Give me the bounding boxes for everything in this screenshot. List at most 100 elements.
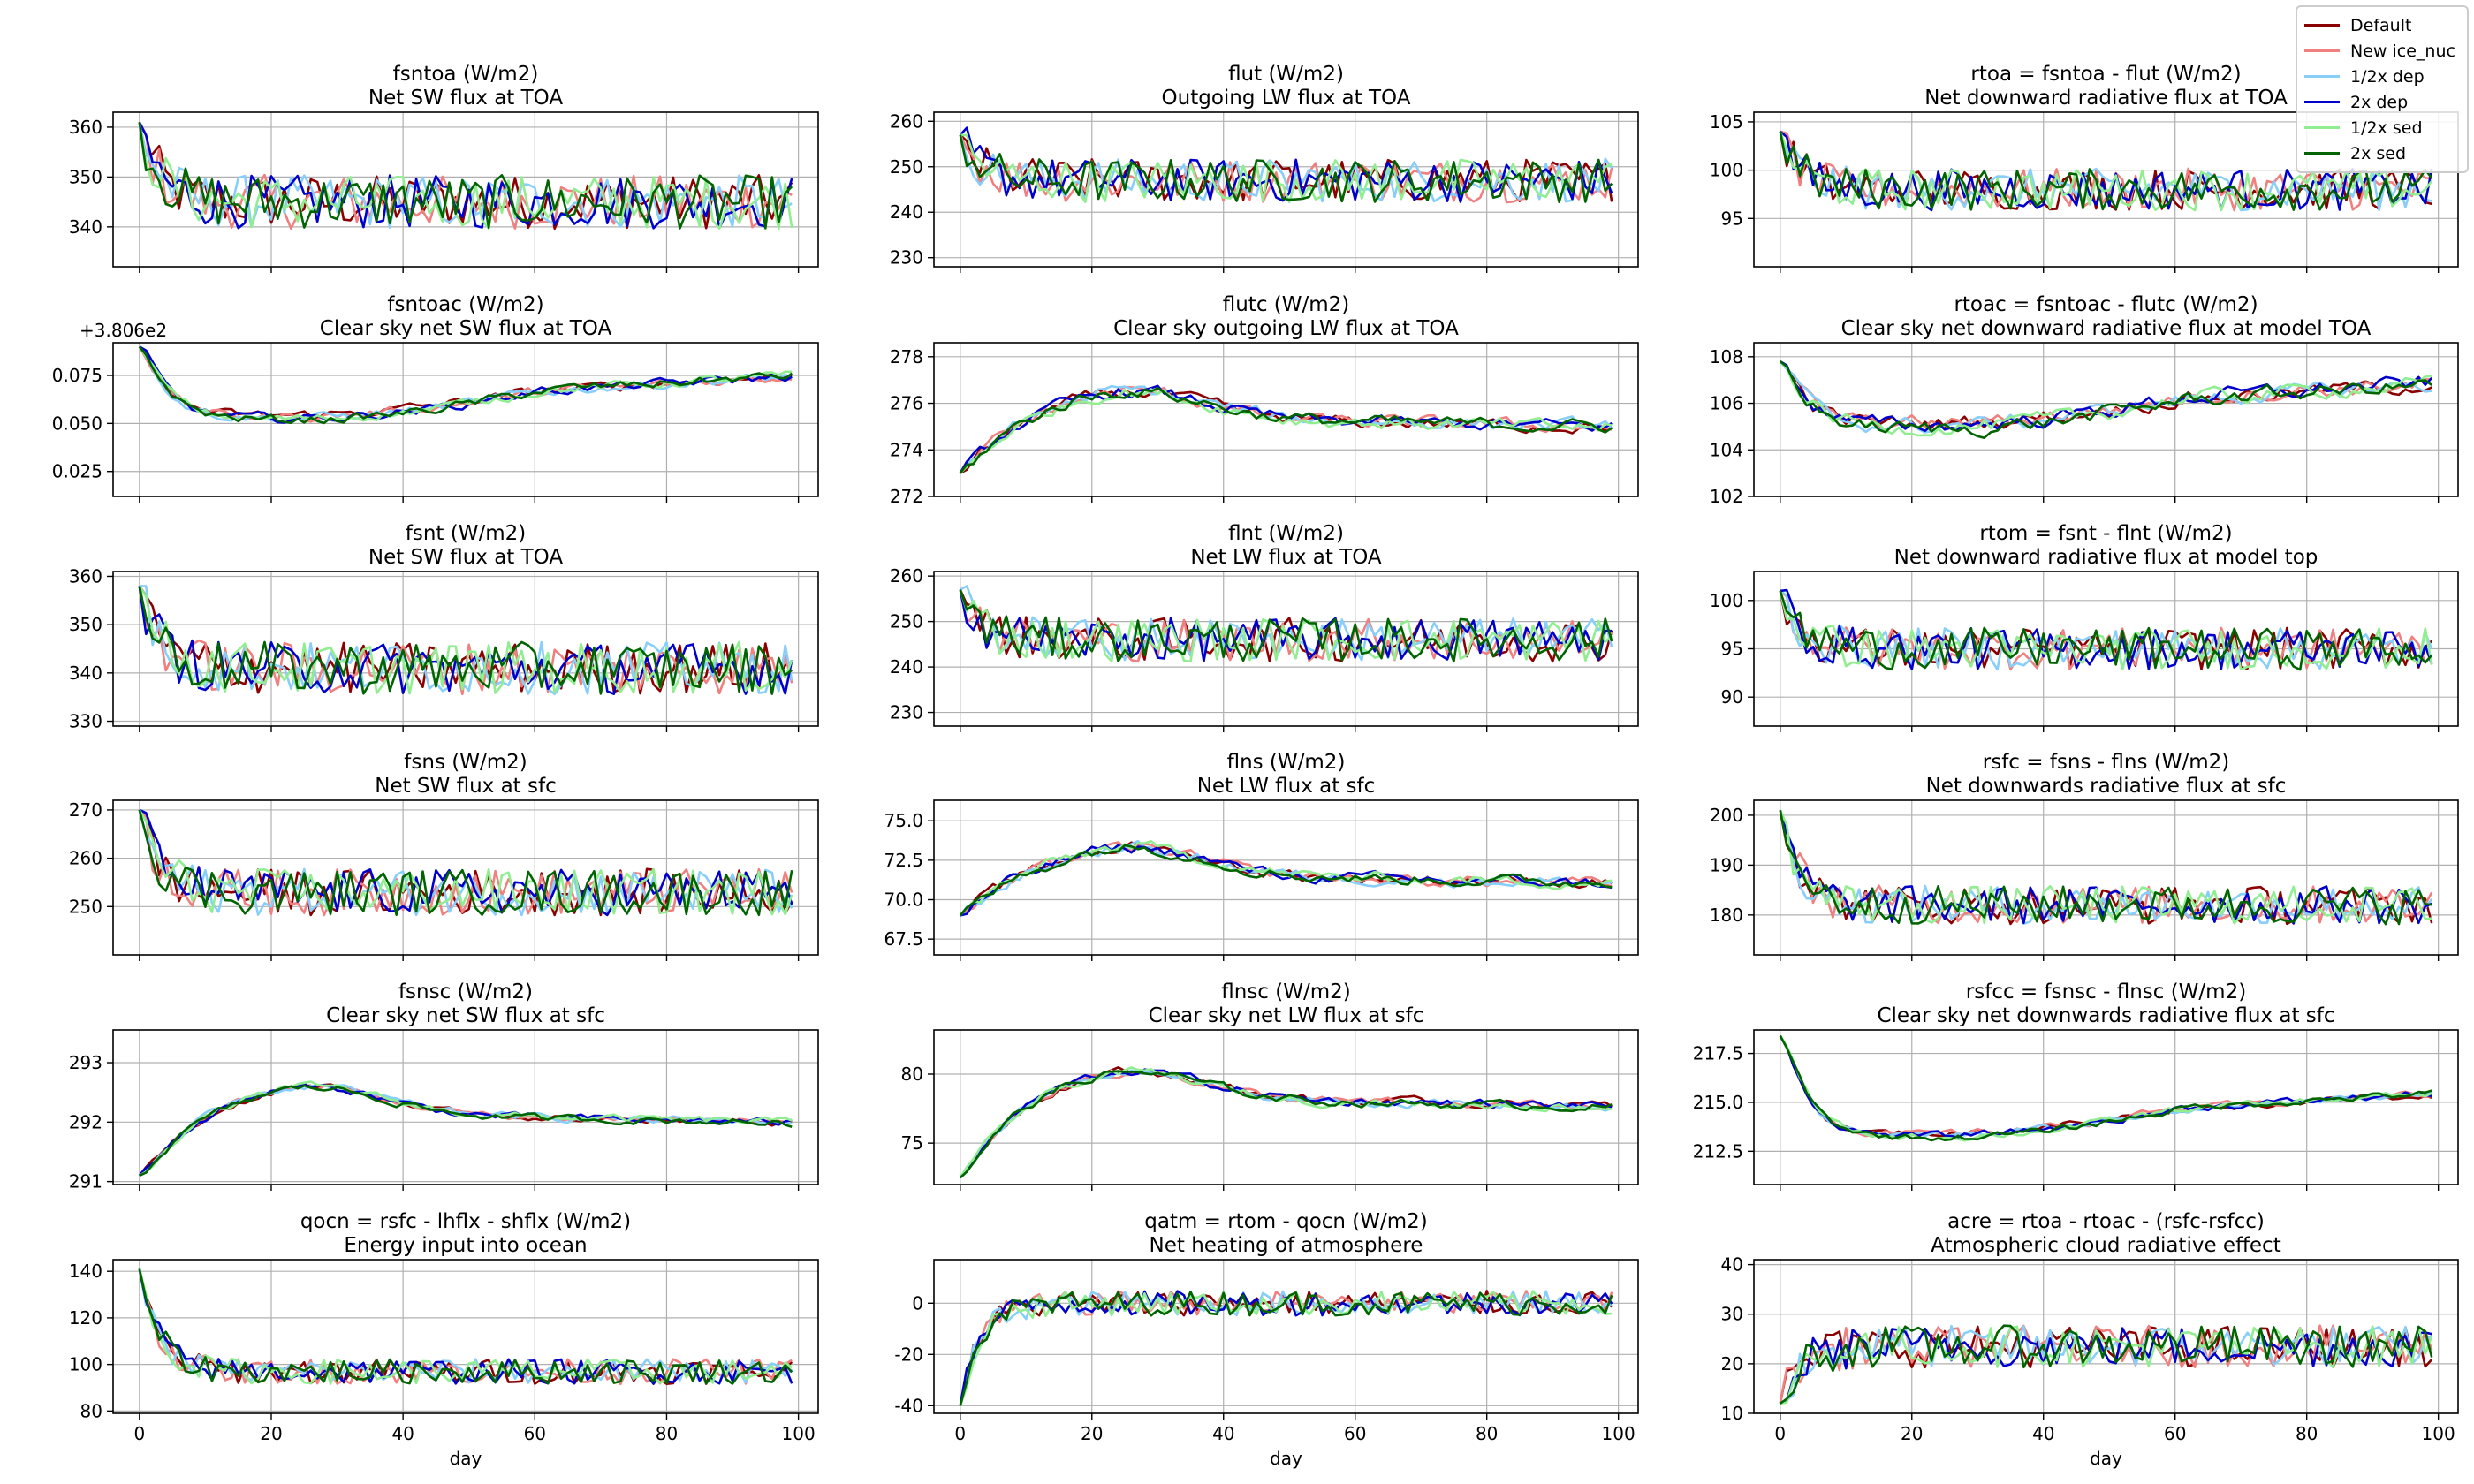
y-tick-label: 212.5 [1693,1140,1743,1162]
y-tick-label: 108 [1710,346,1743,367]
panel-3: 95 100 105 rtoa = fsntoa - flut (W/m2)Net d… [1710,63,2459,273]
x-tick-label: 100 [1602,1423,1635,1444]
y-tick-label: 67.5 [884,928,923,950]
y-tick-label: 278 [890,346,923,367]
panel-15: 212.5 215.0 217.5 rsfcc = fsnsc - flnsc (W/… [1693,980,2459,1191]
panel-subtitle: Net SW flux at TOA [368,87,563,110]
x-axis-label: day [1270,1448,1302,1469]
series-line [959,589,1613,663]
panel-8: 230 240 250 260 flnt (W/m2)Net LW flux at TO… [890,522,1639,732]
y-tick-label: 215.0 [1693,1092,1743,1113]
panel-title: acre = rtoa - rtoac - (rsfc-rsfcc) [1947,1210,2265,1233]
axes-frame [1753,111,2459,268]
legend-swatch [2304,101,2340,103]
series-line [138,586,793,695]
y-tick-label: 0 [912,1292,923,1314]
y-tick-label: 0.050 [52,413,102,434]
y-tick-label: 200 [1710,805,1743,826]
y-tick-label: 95 [1721,208,1743,229]
x-tick-label: 100 [2422,1423,2455,1444]
panel-subtitle: Net downwards radiative flux at sfc [1926,775,2287,798]
panel-title: rtom = fsnt - flnt (W/m2) [1979,522,2232,545]
legend-swatch [2304,75,2340,78]
panel-title: flns (W/m2) [1227,751,1346,774]
panel-title: rtoa = fsntoa - flut (W/m2) [1970,63,2241,86]
y-tick-label: 250 [69,896,102,917]
y-tick-label: 230 [890,247,923,269]
series-line [138,586,793,696]
series-line [959,1290,1613,1406]
y-tick-label: 70.0 [884,890,923,911]
axes-frame [112,1259,819,1414]
axes-frame [1753,1029,2459,1185]
panel-title: fsntoac (W/m2) [387,293,543,316]
panel-1: 340 350 360 fsntoa (W/m2)Net SW flux at TOA [69,63,819,273]
panel-16: 80 100 120 140 0 20 40 60 80 100 day qocn = rsfc - … [69,1210,819,1469]
series-line [138,345,793,425]
panel-title: flnt (W/m2) [1228,522,1344,545]
panel-11: 67.5 70.0 72.5 75.0 flns (W/m2)Net LW flux a… [884,751,1639,961]
series-line [1779,360,2432,430]
x-tick-label: 60 [2164,1423,2186,1444]
panel-4: 0.025 0.050 0.075 +3.806e2 fsntoac (W/m2)Cle… [52,293,819,503]
panel-subtitle: Net downward radiative flux at TOA [1924,87,2288,110]
panel-title: flutc (W/m2) [1223,293,1350,316]
axes-frame [1753,342,2459,497]
series-line [959,387,1613,474]
x-tick-label: 20 [1081,1423,1103,1444]
y-tick-label: 10 [1721,1403,1743,1424]
panel-18: 10 20 30 40 0 20 40 60 80 100 day acre = rtoa - rto… [1721,1210,2459,1469]
panel-5: 272 274 276 278 flutc (W/m2)Clear sky outgoi… [890,293,1639,507]
series-line [1779,1034,2432,1140]
series-line [1779,360,2432,437]
y-tick-label: 260 [890,565,923,587]
panel-title: qocn = rsfc - lhflx - shflx (W/m2) [300,1210,631,1233]
y-tick-label: 40 [1721,1254,1743,1276]
y-tick-label: 292 [69,1111,102,1132]
panel-2: 230 240 250 260 flut (W/m2)Outgoing LW flux … [890,63,1639,273]
panel-9: 90 95 100 rtom = fsnt - flnt (W/m2)Net down… [1710,522,2459,732]
axes-frame [933,111,1639,268]
y-tick-label: 293 [69,1052,102,1073]
panel-title: fsns (W/m2) [404,751,527,774]
y-tick-label: -20 [894,1344,923,1365]
axes-frame [933,571,1639,727]
axes-frame [112,571,819,727]
x-axis-label: day [2090,1448,2122,1469]
panel-subtitle: Clear sky net SW flux at TOA [320,317,612,340]
series-line [1779,1034,2432,1142]
y-tick-label: 80 [80,1400,102,1421]
y-tick-label: 230 [890,702,923,723]
series-line [959,1290,1613,1406]
y-tick-label: 0.025 [52,461,102,482]
axes-frame [933,1029,1639,1185]
series-line [959,1070,1613,1179]
axes-frame [112,111,819,268]
series-line [959,388,1613,474]
series-line [138,122,793,231]
panel-title: fsntoa (W/m2) [393,63,539,86]
x-tick-label: 20 [260,1423,282,1444]
series-line [959,1291,1613,1406]
panel-13: 291 292 293 fsnsc (W/m2)Clear sky net SW fl… [69,980,819,1192]
x-tick-label: 40 [2032,1423,2054,1444]
panel-subtitle: Clear sky net LW flux at sfc [1149,1004,1424,1027]
x-tick-label: 40 [391,1423,414,1444]
y-tick-label: 276 [890,393,923,414]
y-tick-label: 20 [1721,1353,1743,1374]
axes-frame [112,799,819,956]
panel-title: fsnsc (W/m2) [398,980,533,1003]
series-line [1780,1324,2433,1404]
panel-7: 330 340 350 360 fsnt (W/m2)Net SW flux at TO… [69,522,819,732]
axes-frame [112,1029,819,1185]
panel-6: 102 104 106 108 rtoac = fsntoac - flutc (W/m… [1710,293,2459,507]
y-tick-label: 360 [69,117,102,138]
series-line [959,589,1613,663]
x-tick-label: 100 [782,1423,816,1444]
series-line [139,1084,793,1177]
y-tick-label: 350 [69,166,102,187]
y-tick-label: 250 [890,611,923,632]
legend: Default New ice_nuc 1/2x dep 2x dep 1/2x sed… [2296,5,2469,173]
series-line [1779,130,2433,212]
panel-subtitle: Clear sky net downwards radiative flux a… [1877,1004,2334,1027]
